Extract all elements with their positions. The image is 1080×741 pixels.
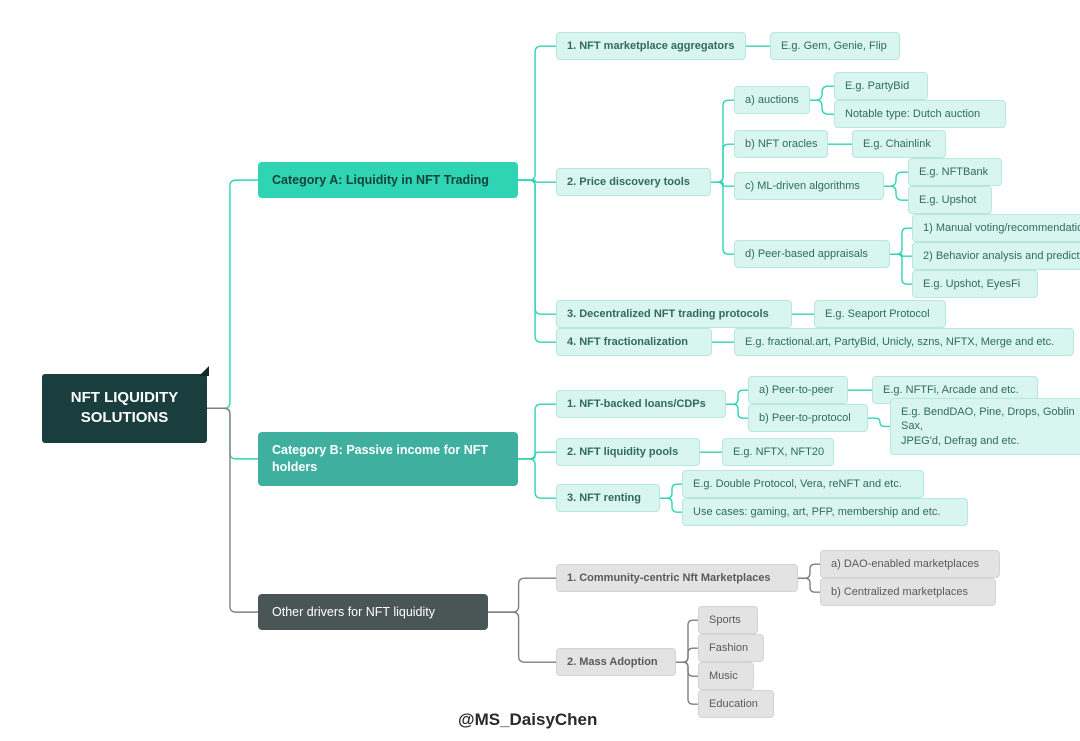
node-a4eg: E.g. fractional.art, PartyBid, Unicly, s… — [734, 328, 1074, 356]
node-a3eg: E.g. Seaport Protocol — [814, 300, 946, 328]
node-a1: 1. NFT marketplace aggregators — [556, 32, 746, 60]
connector — [711, 144, 734, 182]
node-a2a1: E.g. PartyBid — [834, 72, 928, 100]
connector — [207, 408, 258, 459]
connector — [207, 408, 258, 612]
node-a3: 3. Decentralized NFT trading protocols — [556, 300, 792, 328]
connector — [488, 612, 556, 662]
connector — [810, 100, 834, 114]
node-c2c: Music — [698, 662, 754, 690]
connector — [518, 452, 556, 459]
connector — [488, 578, 556, 612]
node-c2a: Sports — [698, 606, 758, 634]
node-a2: 2. Price discovery tools — [556, 168, 711, 196]
connector — [518, 180, 556, 342]
node-c2d: Education — [698, 690, 774, 718]
node-a2a2: Notable type: Dutch auction — [834, 100, 1006, 128]
node-b2: 2. NFT liquidity pools — [556, 438, 700, 466]
node-b1a: a) Peer-to-peer — [748, 376, 848, 404]
node-a2d: d) Peer-based appraisals — [734, 240, 890, 268]
node-c1b: b) Centralized marketplaces — [820, 578, 996, 606]
connector — [676, 662, 698, 704]
connector — [207, 180, 258, 408]
connector — [676, 648, 698, 662]
node-b3a: E.g. Double Protocol, Vera, reNFT and et… — [682, 470, 924, 498]
connector — [676, 662, 698, 676]
credit-text: @MS_DaisyChen — [458, 710, 597, 730]
connector — [884, 186, 908, 200]
node-c1: 1. Community-centric Nft Marketplaces — [556, 564, 798, 592]
node-a4: 4. NFT fractionalization — [556, 328, 712, 356]
node-b3b: Use cases: gaming, art, PFP, membership … — [682, 498, 968, 526]
connector — [518, 46, 556, 180]
connector — [518, 180, 556, 314]
connector — [890, 228, 912, 254]
node-a2d3: E.g. Upshot, EyesFi — [912, 270, 1038, 298]
node-b2eg: E.g. NFTX, NFT20 — [722, 438, 834, 466]
node-a2a: a) auctions — [734, 86, 810, 114]
node-a1eg: E.g. Gem, Genie, Flip — [770, 32, 900, 60]
node-a2d1: 1) Manual voting/recommendation — [912, 214, 1080, 242]
node-c1a: a) DAO-enabled marketplaces — [820, 550, 1000, 578]
connector — [798, 578, 820, 592]
connector — [660, 484, 682, 498]
node-a2b1: E.g. Chainlink — [852, 130, 946, 158]
connector — [518, 404, 556, 459]
node-a2c: c) ML-driven algorithms — [734, 172, 884, 200]
connector — [711, 182, 734, 254]
node-a2b: b) NFT oracles — [734, 130, 828, 158]
connector — [890, 254, 912, 256]
connector — [726, 390, 748, 404]
connector — [711, 182, 734, 186]
connector — [660, 498, 682, 512]
connector — [890, 254, 912, 284]
node-a2c1: E.g. NFTBank — [908, 158, 1002, 186]
node-a2c2: E.g. Upshot — [908, 186, 992, 214]
connector — [726, 404, 748, 418]
node-c2: 2. Mass Adoption — [556, 648, 676, 676]
node-b1: 1. NFT-backed loans/CDPs — [556, 390, 726, 418]
connector — [868, 418, 890, 426]
node-c2b: Fashion — [698, 634, 764, 662]
node-a2d2: 2) Behavior analysis and prediction — [912, 242, 1080, 270]
connector — [884, 172, 908, 186]
node-root: NFT LIQUIDITYSOLUTIONS — [42, 374, 207, 443]
connector — [810, 86, 834, 100]
node-b1b: b) Peer-to-protocol — [748, 404, 868, 432]
node-catC: Other drivers for NFT liquidity — [258, 594, 488, 630]
connector — [518, 180, 556, 182]
connector — [798, 564, 820, 578]
node-catA: Category A: Liquidity in NFT Trading — [258, 162, 518, 198]
connector — [518, 459, 556, 498]
node-b3: 3. NFT renting — [556, 484, 660, 512]
node-b1b1: E.g. BendDAO, Pine, Drops, Goblin Sax,JP… — [890, 398, 1080, 455]
connector — [676, 620, 698, 662]
node-catB: Category B: Passive income for NFT holde… — [258, 432, 518, 486]
connector — [711, 100, 734, 182]
